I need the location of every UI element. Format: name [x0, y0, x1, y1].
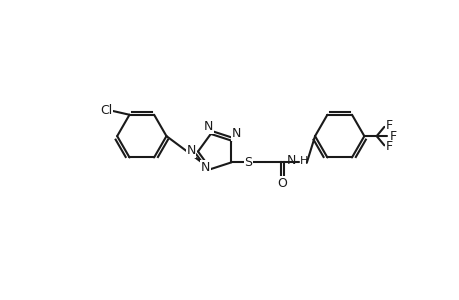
- Text: S: S: [244, 156, 252, 169]
- Text: F: F: [385, 140, 392, 153]
- Text: F: F: [385, 119, 392, 132]
- Text: N: N: [286, 154, 296, 167]
- Text: N: N: [231, 127, 240, 140]
- Text: O: O: [277, 177, 286, 190]
- Text: N: N: [200, 161, 210, 174]
- Text: N: N: [203, 121, 213, 134]
- Text: N: N: [186, 144, 196, 157]
- Text: Cl: Cl: [100, 104, 112, 117]
- Text: F: F: [388, 130, 396, 142]
- Text: H: H: [299, 156, 308, 166]
